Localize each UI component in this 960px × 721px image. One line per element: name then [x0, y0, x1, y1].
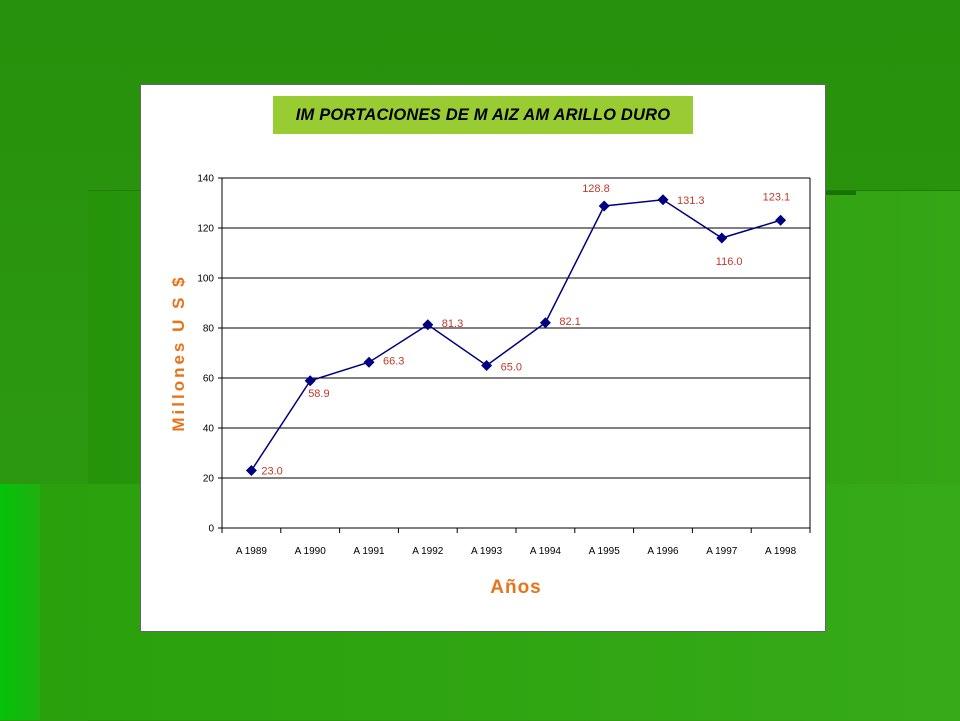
- x-tick-label: A 1996: [647, 546, 679, 557]
- x-tick-label: A 1993: [471, 546, 503, 557]
- x-axis-title: Años: [490, 577, 542, 598]
- x-tick-label: A 1992: [412, 546, 444, 557]
- data-point-marker: [245, 465, 257, 476]
- data-point-marker: [304, 375, 316, 387]
- y-tick-label: 20: [203, 474, 215, 485]
- y-axis-title: Millones U S $: [169, 274, 188, 431]
- y-tick-label: 60: [203, 374, 215, 385]
- background-block: [0, 484, 40, 720]
- data-point-marker: [539, 317, 551, 329]
- y-tick-label: 140: [197, 174, 214, 185]
- y-tick-label: 100: [197, 274, 214, 285]
- x-tick-label: A 1989: [236, 546, 268, 557]
- data-label: 66.3: [383, 355, 404, 367]
- data-point-marker: [775, 214, 787, 226]
- data-label: 82.1: [559, 316, 580, 328]
- data-point-marker: [481, 360, 493, 371]
- data-point-marker: [716, 232, 728, 244]
- data-point-marker: [363, 356, 375, 368]
- data-label: 128.8: [582, 183, 610, 195]
- data-label: 131.3: [677, 195, 705, 207]
- data-label: 23.0: [261, 466, 282, 478]
- y-tick-label: 0: [208, 524, 214, 535]
- x-tick-label: A 1998: [765, 546, 797, 557]
- chart-panel: [140, 84, 826, 632]
- data-label: 123.1: [763, 191, 791, 203]
- data-point-marker: [422, 319, 434, 331]
- y-tick-label: 80: [203, 324, 215, 335]
- data-label: 116.0: [716, 256, 743, 268]
- y-tick-label: 120: [197, 224, 214, 235]
- y-tick-label: 40: [203, 424, 215, 435]
- x-tick-label: A 1994: [530, 546, 562, 557]
- data-label: 58.9: [308, 388, 329, 400]
- x-tick-label: A 1990: [295, 546, 327, 557]
- series-line: [250, 198, 781, 471]
- data-point-marker: [598, 200, 610, 212]
- x-tick-label: A 1995: [589, 546, 621, 557]
- chart-title: IM PORTACIONES DE M AIZ AM ARILLO DURO: [273, 96, 693, 134]
- x-tick-label: A 1991: [353, 546, 385, 557]
- x-tick-label: A 1997: [706, 546, 738, 557]
- data-point-marker: [657, 194, 669, 206]
- data-label: 81.3: [442, 318, 463, 330]
- data-label: 65.0: [501, 362, 522, 374]
